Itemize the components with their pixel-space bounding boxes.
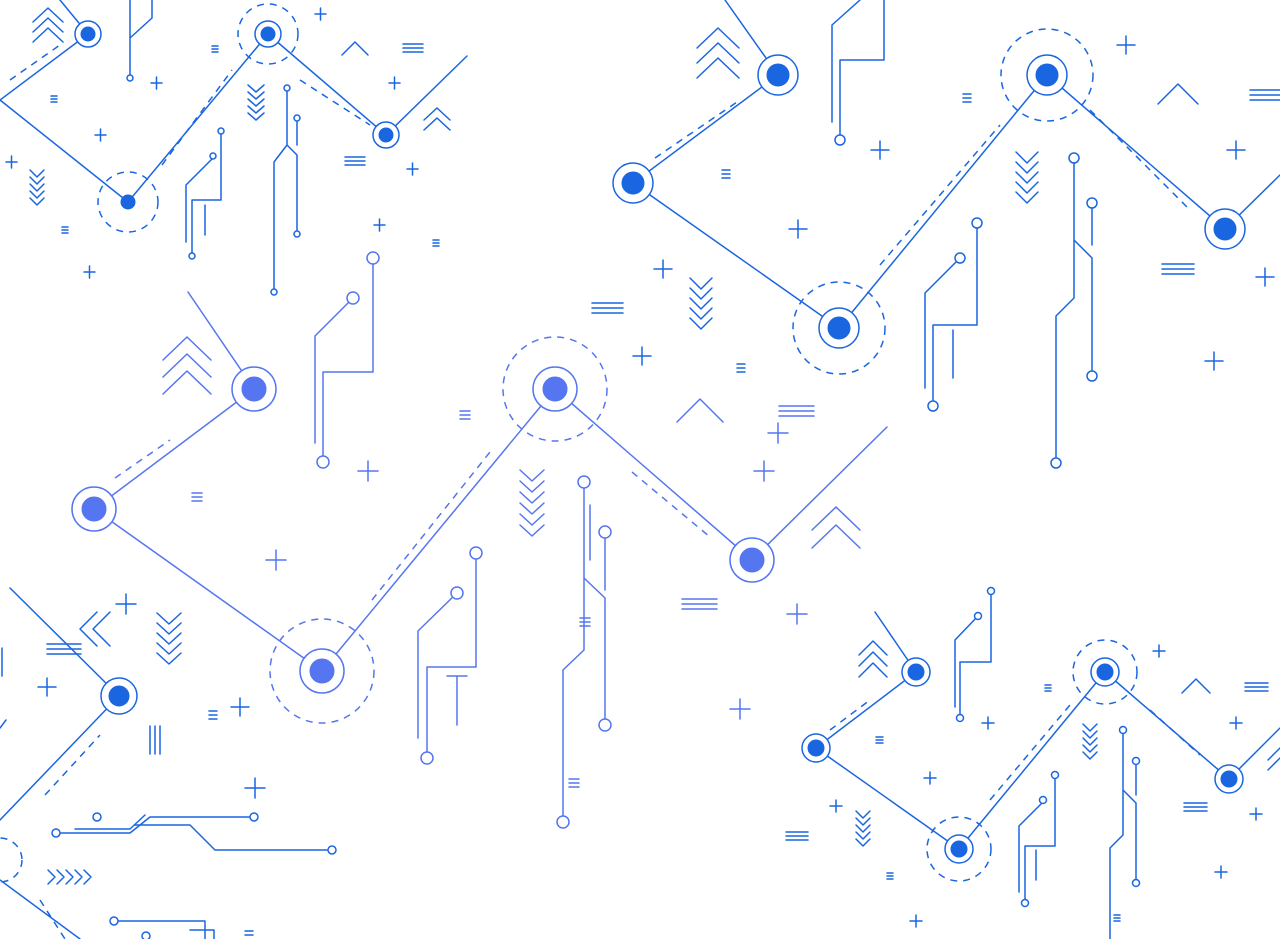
circuit-cluster-top-left xyxy=(0,0,468,296)
circuit-cluster-bottom-left xyxy=(0,587,337,939)
circuit-cluster-center xyxy=(71,251,888,829)
circuit-cluster-top-right xyxy=(591,0,1280,469)
circuit-cluster-bottom-right xyxy=(785,586,1280,939)
